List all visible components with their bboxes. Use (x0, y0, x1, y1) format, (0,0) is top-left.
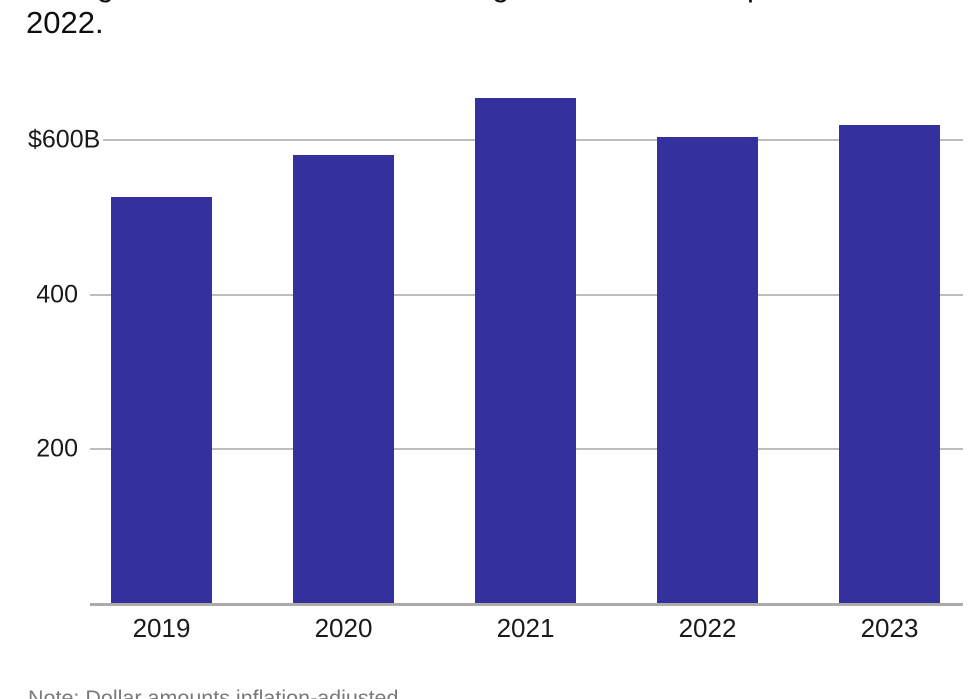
bar-2021 (475, 98, 576, 604)
x-tick-label-2021: 2021 (496, 613, 555, 643)
y-tick-label-600: $600B (28, 125, 101, 154)
bar-2023 (839, 125, 940, 604)
bar-2020 (293, 154, 394, 604)
y-tick-label-400: 400 (36, 280, 78, 309)
bar-2022 (657, 136, 758, 604)
chart-footnote: Note: Dollar amounts inflation-adjusted (28, 686, 399, 699)
x-tick-label-2020: 2020 (314, 613, 373, 643)
chart-title: Giving hasn't returned to record highs s… (26, 0, 881, 40)
x-tick-label-2019: 2019 (132, 613, 191, 643)
y-tick-label-200: 200 (36, 434, 78, 463)
bar-2019 (111, 197, 212, 604)
x-tick-label-2023: 2023 (860, 613, 919, 643)
x-axis-line (90, 603, 963, 606)
x-tick-label-2022: 2022 (678, 613, 737, 643)
